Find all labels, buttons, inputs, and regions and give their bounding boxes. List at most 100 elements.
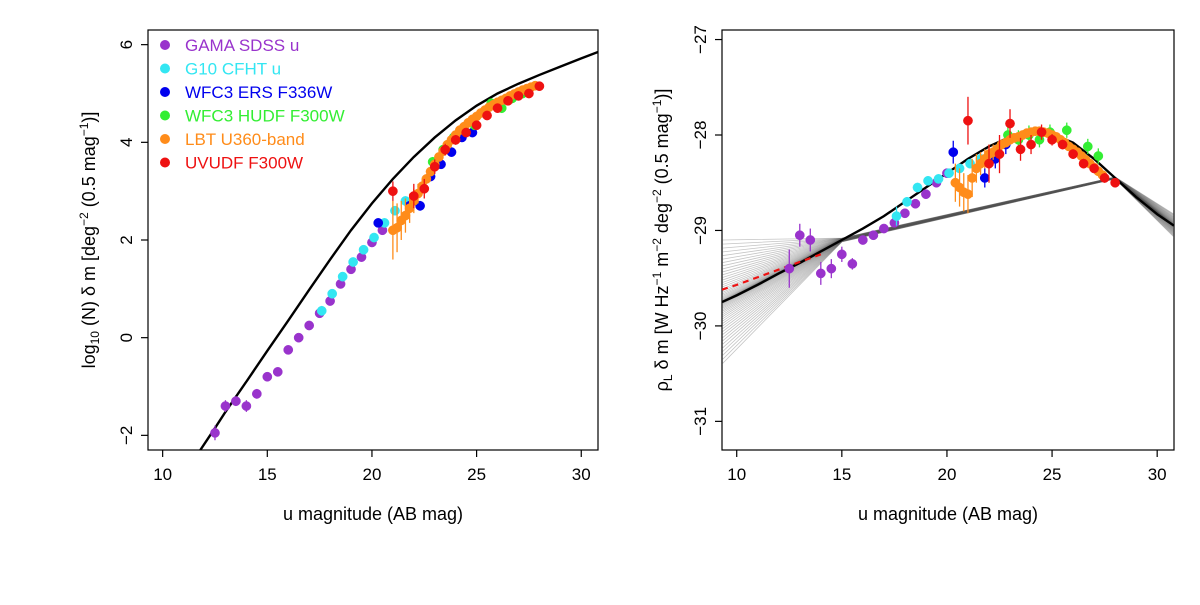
fit-curve bbox=[199, 50, 598, 450]
bootstrap-line bbox=[722, 177, 1174, 301]
data-point bbox=[847, 259, 858, 269]
data-point bbox=[858, 235, 868, 245]
legend-label: G10 CFHT u bbox=[185, 60, 281, 79]
data-point bbox=[836, 249, 847, 260]
data-point bbox=[921, 189, 931, 200]
left-x-axis-label: u magnitude (AB mag) bbox=[283, 504, 463, 524]
data-point bbox=[944, 168, 954, 179]
legend-marker bbox=[160, 40, 170, 50]
x-tick-label: 15 bbox=[832, 465, 851, 484]
data-point bbox=[471, 120, 482, 131]
data-point bbox=[902, 196, 912, 207]
left-data-marks bbox=[199, 50, 598, 450]
bootstrap-line bbox=[722, 177, 1174, 309]
data-point bbox=[337, 271, 348, 282]
bootstrap-line bbox=[722, 178, 1174, 357]
left-axis-ticks: 10 15 20 25 30 −2 0 2 4 6 bbox=[117, 40, 591, 484]
y-tick-label: 4 bbox=[117, 138, 136, 147]
data-point bbox=[262, 371, 273, 382]
y-tick-label: −28 bbox=[691, 121, 710, 150]
data-point bbox=[912, 182, 923, 193]
data-point bbox=[868, 230, 879, 241]
bootstrap-line bbox=[722, 178, 1174, 365]
data-point bbox=[373, 218, 384, 228]
data-point bbox=[1093, 151, 1104, 161]
legend-marker bbox=[160, 110, 170, 121]
bootstrap-line bbox=[722, 177, 1174, 284]
bootstrap-line bbox=[722, 178, 1174, 346]
x-tick-label: 15 bbox=[258, 465, 277, 484]
data-point bbox=[963, 115, 973, 126]
bootstrap-line bbox=[722, 177, 1174, 273]
legend-label: GAMA SDSS u bbox=[185, 36, 299, 55]
dashed-extension bbox=[722, 253, 822, 291]
data-point bbox=[1005, 118, 1015, 129]
data-point bbox=[220, 401, 231, 411]
data-point bbox=[948, 147, 959, 158]
bootstrap-line bbox=[722, 177, 1174, 293]
legend-label: UVUDF F300W bbox=[185, 154, 303, 173]
x-tick-label: 10 bbox=[727, 465, 746, 484]
bootstrap-line bbox=[722, 177, 1174, 300]
right-panel: 10 15 20 25 30 −31 −30 −29 −28 −27 u magnitude (A… bbox=[650, 25, 1175, 524]
data-point bbox=[369, 232, 379, 243]
y-tick-label: −27 bbox=[691, 25, 710, 54]
data-point bbox=[461, 127, 471, 138]
bootstrap-line bbox=[722, 176, 1174, 241]
bootstrap-line bbox=[722, 177, 1174, 290]
data-point bbox=[293, 332, 304, 343]
bootstrap-line bbox=[722, 177, 1174, 286]
data-point bbox=[1068, 149, 1078, 159]
data-point bbox=[815, 268, 826, 279]
x-tick-label: 20 bbox=[362, 465, 381, 484]
data-point bbox=[241, 401, 252, 411]
x-tick-label: 25 bbox=[467, 465, 486, 484]
data-point bbox=[923, 175, 933, 186]
data-point bbox=[805, 235, 816, 245]
bootstrap-line bbox=[722, 176, 1174, 249]
data-point bbox=[1015, 144, 1026, 155]
data-point bbox=[524, 88, 534, 99]
data-point bbox=[482, 110, 492, 121]
data-point bbox=[503, 95, 513, 106]
bootstrap-line bbox=[722, 176, 1174, 264]
data-point bbox=[492, 103, 503, 113]
data-point bbox=[1110, 177, 1120, 188]
data-point bbox=[419, 183, 430, 194]
data-point bbox=[794, 230, 805, 241]
bootstrap-line bbox=[722, 177, 1174, 276]
bootstrap-line bbox=[722, 177, 1174, 281]
data-point bbox=[440, 144, 451, 155]
left-y-axis-label: log10 (N) δ m [deg−2 (0.5 mag−1)] bbox=[77, 112, 102, 369]
data-point bbox=[231, 396, 241, 407]
data-point bbox=[534, 81, 545, 92]
data-point bbox=[967, 173, 978, 183]
bootstrap-line bbox=[722, 177, 1174, 292]
data-point bbox=[390, 205, 400, 216]
bootstrap-line bbox=[722, 177, 1174, 299]
data-point bbox=[1078, 158, 1089, 169]
right-data-marks bbox=[722, 96, 1174, 304]
data-point bbox=[251, 388, 262, 399]
y-tick-label: −2 bbox=[117, 426, 136, 445]
data-point bbox=[358, 244, 369, 255]
data-point bbox=[994, 149, 1005, 159]
legend-label: LBT U360-band bbox=[185, 130, 305, 149]
data-point bbox=[891, 211, 902, 221]
data-point bbox=[272, 367, 283, 377]
legend-marker bbox=[160, 157, 170, 168]
data-point bbox=[327, 288, 338, 299]
bootstrap-line bbox=[722, 177, 1174, 279]
y-tick-label: 6 bbox=[117, 40, 136, 49]
legend-marker bbox=[160, 63, 170, 74]
bootstrap-line bbox=[722, 177, 1174, 288]
bootstrap-line bbox=[722, 176, 1174, 245]
legend-label: WFC3 ERS F336W bbox=[185, 83, 332, 102]
x-tick-label: 30 bbox=[1148, 465, 1167, 484]
data-point bbox=[1061, 125, 1072, 136]
data-point bbox=[900, 208, 910, 219]
data-point bbox=[963, 189, 973, 200]
y-tick-label: −29 bbox=[691, 216, 710, 245]
legend-marker bbox=[160, 87, 170, 97]
